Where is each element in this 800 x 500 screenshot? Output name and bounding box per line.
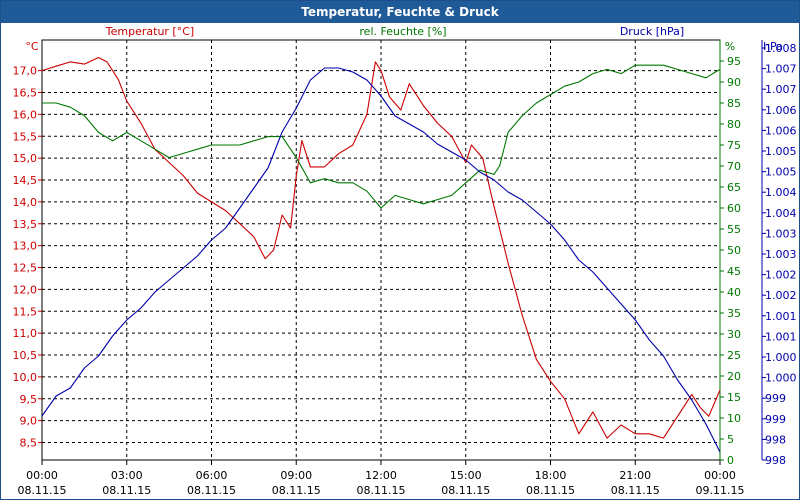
x-tick-time: 18:00 [535,469,567,482]
humidity-tick-label: 45 [727,265,741,278]
pressure-tick-label: 1.008 [765,42,797,55]
x-tick-date: 08.11.15 [102,484,151,497]
temperature-tick-label: 16,5 [13,87,38,100]
temperature-tick-label: 12,0 [13,283,38,296]
x-tick-date: 08.11.15 [272,484,321,497]
temperature-tick-label: 10,5 [13,349,38,362]
x-tick-time: 12:00 [365,469,397,482]
pressure-tick-label: 1.000 [765,372,797,385]
humidity-tick-label: 60 [727,202,741,215]
humidity-tick-label: 90 [727,76,741,89]
x-tick-time: 09:00 [280,469,312,482]
x-tick-date: 08.11.15 [441,484,490,497]
humidity-tick-label: 55 [727,223,741,236]
pressure-tick-label: 1.002 [765,269,797,282]
pressure-tick-label: 1.005 [765,166,797,179]
humidity-tick-label: 70 [727,160,741,173]
temperature-tick-label: 13,0 [13,240,38,253]
humidity-tick-label: 0 [727,454,734,467]
pressure-axis: 1.008 1.007 1.007 1.006 1.006 1.005 1.005 1.004… [761,40,797,467]
x-tick-date: 08.11.15 [611,484,660,497]
x-tick-time: 15:00 [450,469,482,482]
temperature-tick-label: 15,0 [13,152,38,165]
humidity-tick-label: 5 [727,433,734,446]
temperature-axis-label: Temperatur [°C] [105,25,194,38]
humidity-tick-label: 35 [727,307,741,320]
pressure-tick-label: 1.006 [765,104,797,117]
temperature-tick-label: 8,5 [20,437,38,450]
temperature-tick-label: 9,0 [20,415,38,428]
window-title: Temperatur, Feuchte & Druck [1,1,799,23]
humidity-tick-label: 80 [727,118,741,131]
humidity-tick-label: 30 [727,328,741,341]
x-tick-date: 09.11.15 [696,484,745,497]
pressure-line [41,67,721,453]
temperature-tick-label: 9,5 [20,393,38,406]
pressure-tick-label: 1.007 [765,63,797,76]
temperature-tick-label: 14,0 [13,196,38,209]
x-tick-date: 08.11.15 [526,484,575,497]
humidity-line [42,64,721,209]
humidity-tick-label: 20 [727,370,741,383]
x-tick-date: 08.11.15 [357,484,406,497]
x-tick-time: 06:00 [196,469,228,482]
pressure-tick-label: 998 [765,433,786,446]
temperature-tick-label: 14,5 [13,174,38,187]
pressure-tick-label: 999 [765,413,786,426]
x-tick-time: 00:00 [704,469,736,482]
temperature-tick-label: 15,5 [13,130,38,143]
pressure-tick-label: 1.005 [765,145,797,158]
grid [41,39,721,461]
temperature-tick-label: 13,5 [13,218,38,231]
humidity-axis-label: rel. Feuchte [%] [359,25,446,38]
temperature-tick-label: 11,5 [13,305,38,318]
temperature-unit: °C [25,40,39,53]
pressure-tick-label: 1.006 [765,124,797,137]
humidity-tick-label: 10 [727,412,741,425]
pressure-tick-label: 1.007 [765,83,797,96]
pressure-tick-label: 1.001 [765,330,797,343]
x-tick-time: 03:00 [111,469,143,482]
x-tick-time: 21:00 [619,469,651,482]
temperature-tick-label: 10,0 [13,371,38,384]
pressure-tick-label: 1.004 [765,207,797,220]
pressure-tick-label: 1.000 [765,351,797,364]
temperature-line [41,56,721,439]
pressure-tick-label: 1.003 [765,227,797,240]
x-tick-date: 08.11.15 [18,484,67,497]
temperature-axis: 17,0 16,5 16,0 15,5 15,0 14,5 14,0 13,5 13,0 12,5… [13,65,42,450]
humidity-tick-label: 95 [727,55,741,68]
humidity-tick-label: 75 [727,139,741,152]
humidity-unit: % [725,40,735,53]
pressure-tick-label: 1.004 [765,186,797,199]
humidity-tick-label: 40 [727,286,741,299]
pressure-tick-label: 1.003 [765,248,797,261]
pressure-tick-label: 1.002 [765,289,797,302]
pressure-tick-label: 999 [765,392,786,405]
x-tick-date: 08.11.15 [187,484,236,497]
temperature-tick-label: 11,0 [13,327,38,340]
pressure-tick-label: 998 [765,454,786,467]
pressure-axis-label: Druck [hPa] [620,25,684,38]
x-tick-time: 00:00 [26,469,58,482]
temperature-tick-label: 12,5 [13,262,38,275]
humidity-tick-label: 65 [727,181,741,194]
humidity-tick-label: 25 [727,349,741,362]
temperature-tick-label: 16,0 [13,108,38,121]
humidity-tick-label: 15 [727,391,741,404]
humidity-tick-label: 50 [727,244,741,257]
pressure-unit: hPa [763,40,783,53]
time-axis: 00:00 08.11.15 03:00 08.11.15 06:00 08.11.15 0… [18,460,745,497]
temperature-tick-label: 17,0 [13,65,38,78]
humidity-tick-label: 85 [727,97,741,110]
pressure-tick-label: 1.001 [765,310,797,323]
series-lines [41,56,721,453]
